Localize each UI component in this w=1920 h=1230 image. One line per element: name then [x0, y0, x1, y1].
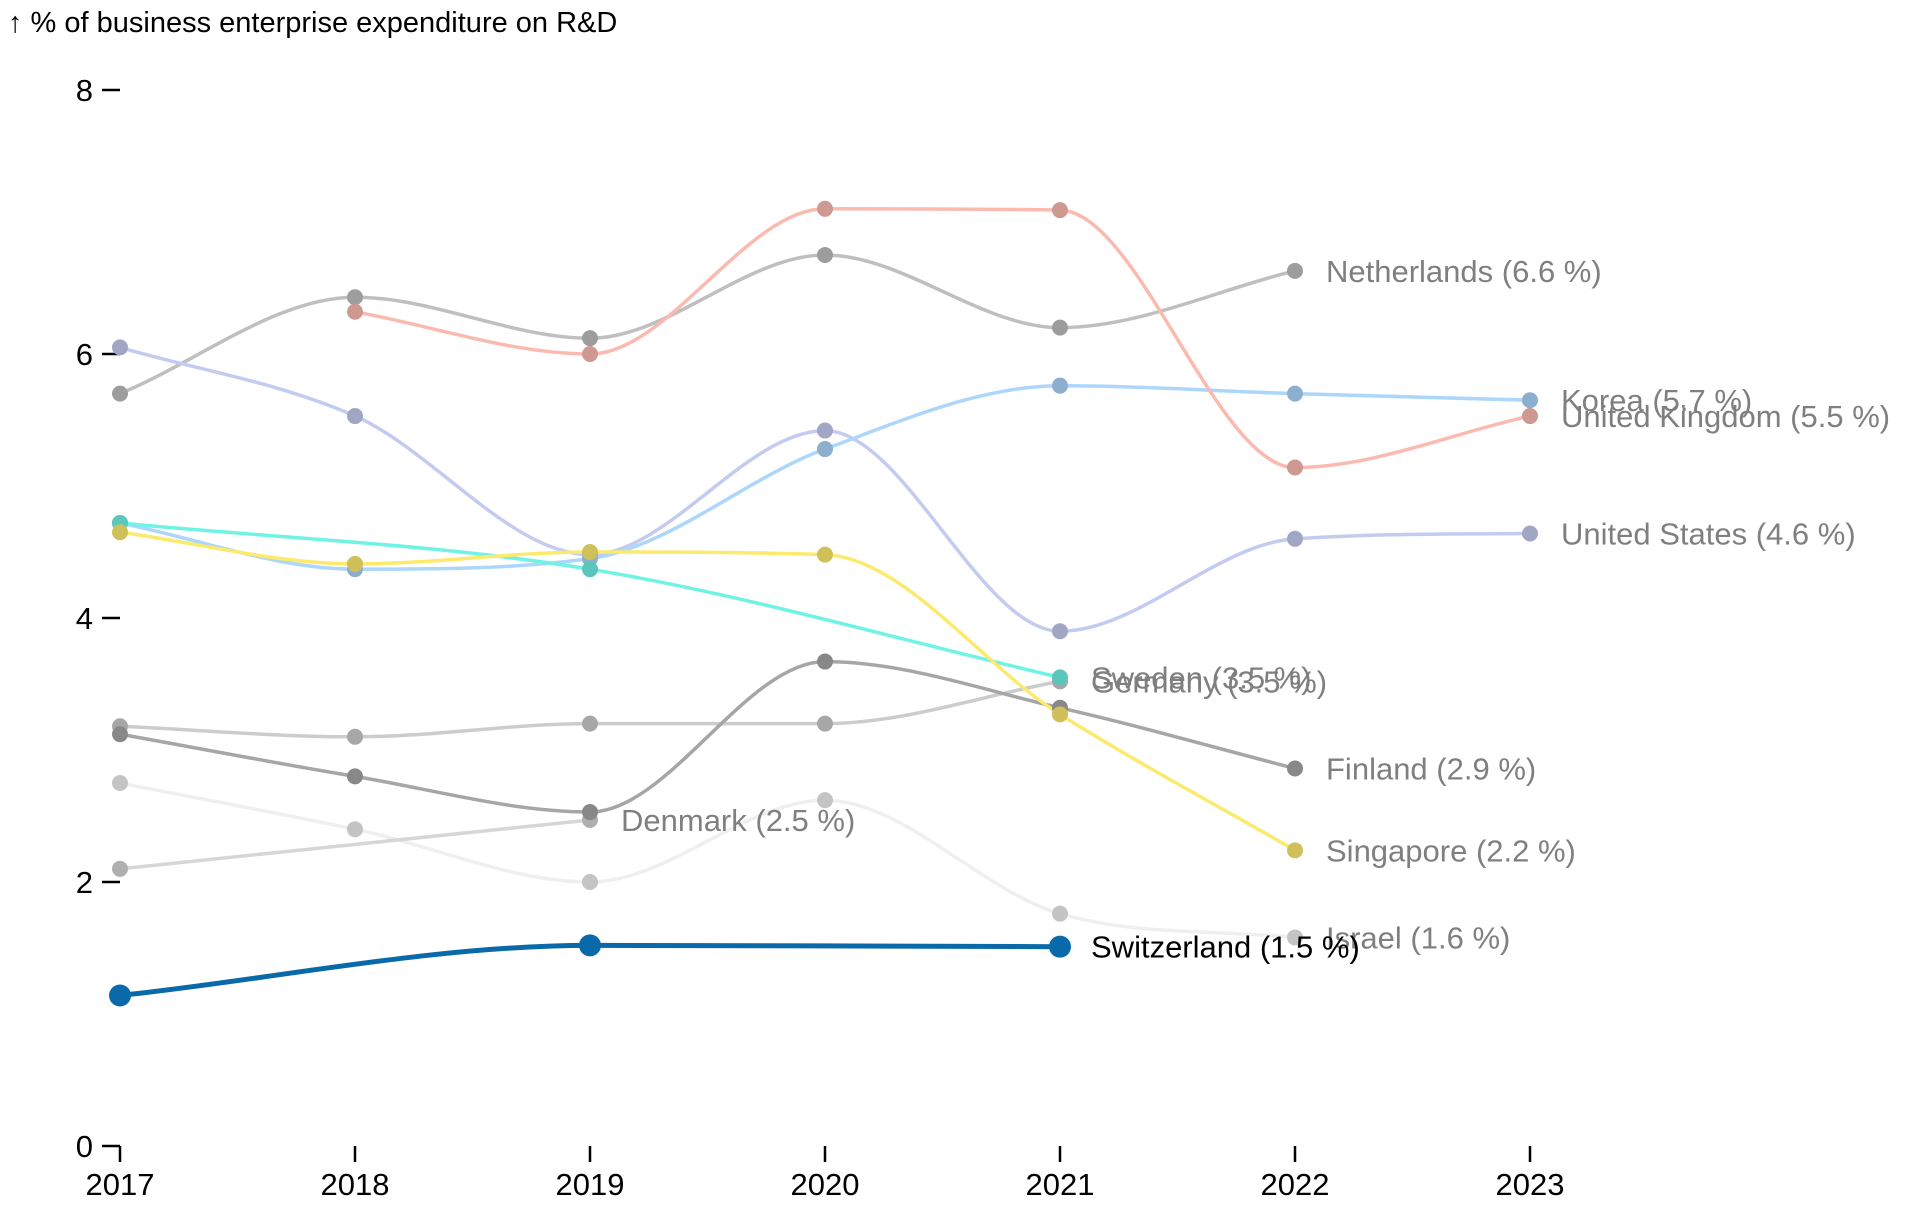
series-label-sweden: Sweden (3.5 %) — [1091, 660, 1312, 695]
data-point-switzerland — [579, 934, 601, 957]
data-point-switzerland — [109, 984, 131, 1007]
x-tick-label: 2019 — [556, 1167, 625, 1202]
data-point-singapore — [1052, 706, 1068, 723]
data-point-netherlands — [112, 385, 128, 402]
data-point-finland — [582, 804, 598, 821]
data-point-netherlands — [347, 289, 363, 306]
data-point-israel — [112, 775, 128, 791]
y-tick-label: 2 — [76, 865, 93, 900]
data-point-united-kingdom — [347, 303, 363, 320]
series-label-united-kingdom: United Kingdom (5.5 %) — [1561, 399, 1890, 434]
series-points — [109, 200, 1538, 1007]
data-point-switzerland — [1049, 935, 1071, 958]
data-point-korea — [1287, 385, 1303, 402]
data-point-finland — [1287, 760, 1303, 777]
data-point-israel — [1287, 929, 1303, 946]
series-label-netherlands: Netherlands (6.6 %) — [1326, 254, 1602, 289]
series-line-united-kingdom — [353, 207, 1532, 470]
y-tick-label: 4 — [76, 601, 93, 636]
data-point-singapore — [817, 546, 833, 563]
data-point-united-states — [1052, 623, 1068, 640]
data-point-united-states — [817, 422, 833, 439]
axes: 0 2 4 6 8 2017 2018 2019 2020 2021 2022 2023 — [76, 73, 1565, 1202]
series-label-finland: Finland (2.9 %) — [1326, 751, 1536, 786]
data-point-germany — [582, 715, 598, 732]
data-point-netherlands — [1052, 319, 1068, 336]
series-lines — [117, 207, 1532, 998]
series-label-singapore: Singapore (2.2 %) — [1326, 833, 1576, 868]
data-point-finland — [112, 726, 128, 743]
y-axis-title: ↑ % of business enterprise expenditure o… — [8, 7, 617, 39]
data-point-finland — [347, 768, 363, 785]
series-label-united-states: United States (4.6 %) — [1561, 517, 1856, 552]
data-point-united-kingdom — [1522, 408, 1538, 425]
data-point-united-states — [1287, 530, 1303, 547]
series-label-israel: Israel (1.6 %) — [1326, 920, 1510, 955]
data-point-israel — [582, 874, 598, 890]
data-point-germany — [347, 728, 363, 745]
series-line-united-states — [118, 345, 1532, 633]
y-tick-label: 8 — [76, 73, 93, 108]
data-point-united-states — [1522, 525, 1538, 542]
series-line-singapore — [118, 530, 1297, 853]
series-label-denmark: Denmark (2.5 %) — [621, 803, 855, 838]
data-point-singapore — [347, 555, 363, 572]
data-point-sweden — [1052, 669, 1068, 686]
series-label-germany: Germany (3.5 %) — [1091, 664, 1327, 699]
data-point-united-kingdom — [582, 346, 598, 362]
data-point-singapore — [582, 544, 598, 560]
series-line-israel — [118, 781, 1297, 940]
series-line-netherlands — [118, 253, 1297, 396]
series-labels: Israel (1.6 %) Denmark (2.5 %) Germany (3.… — [621, 254, 1890, 965]
data-point-united-states — [112, 339, 128, 356]
data-point-korea — [1522, 392, 1538, 409]
x-tick-label: 2020 — [791, 1167, 860, 1202]
data-point-israel — [817, 792, 833, 809]
data-point-korea — [817, 441, 833, 458]
data-point-korea — [1052, 377, 1068, 394]
data-point-israel — [1052, 905, 1068, 922]
data-point-germany — [817, 715, 833, 732]
data-point-singapore — [1287, 842, 1303, 859]
x-tick-label: 2021 — [1026, 1167, 1095, 1202]
x-tick-label: 2017 — [86, 1167, 155, 1202]
series-line-denmark — [118, 818, 592, 871]
series-label-switzerland: Switzerland (1.5 %) — [1091, 930, 1360, 965]
data-point-sweden — [582, 561, 598, 578]
series-label-korea: Korea (5.7 %) — [1561, 383, 1752, 418]
data-point-israel — [347, 821, 363, 838]
data-point-netherlands — [817, 247, 833, 263]
x-tick-label: 2018 — [321, 1167, 390, 1202]
data-point-singapore — [112, 524, 128, 541]
data-point-denmark — [112, 860, 128, 877]
x-tick-label: 2022 — [1261, 1167, 1330, 1202]
data-point-united-kingdom — [1052, 202, 1068, 219]
series-line-finland — [118, 659, 1297, 814]
y-tick-label: 6 — [76, 337, 93, 372]
data-point-netherlands — [1287, 262, 1303, 279]
data-point-netherlands — [582, 330, 598, 347]
y-tick-label: 0 — [76, 1129, 93, 1164]
x-tick-label: 2023 — [1496, 1167, 1565, 1202]
data-point-finland — [817, 653, 833, 670]
data-point-united-states — [347, 408, 363, 425]
data-point-united-kingdom — [817, 200, 833, 217]
data-point-united-kingdom — [1287, 459, 1303, 476]
